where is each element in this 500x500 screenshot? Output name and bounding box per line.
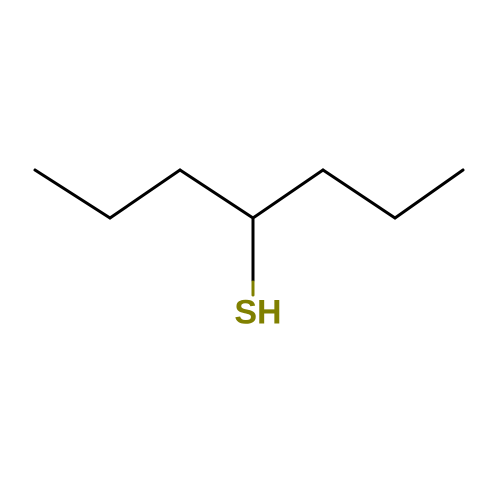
bond — [323, 170, 395, 218]
bond-layer — [0, 0, 500, 500]
bond — [395, 170, 463, 218]
bond — [35, 170, 110, 218]
bond — [110, 170, 180, 218]
bond — [180, 170, 253, 218]
molecule-canvas: SH — [0, 0, 500, 500]
atom-label: SH — [234, 294, 281, 333]
bond — [253, 170, 323, 218]
